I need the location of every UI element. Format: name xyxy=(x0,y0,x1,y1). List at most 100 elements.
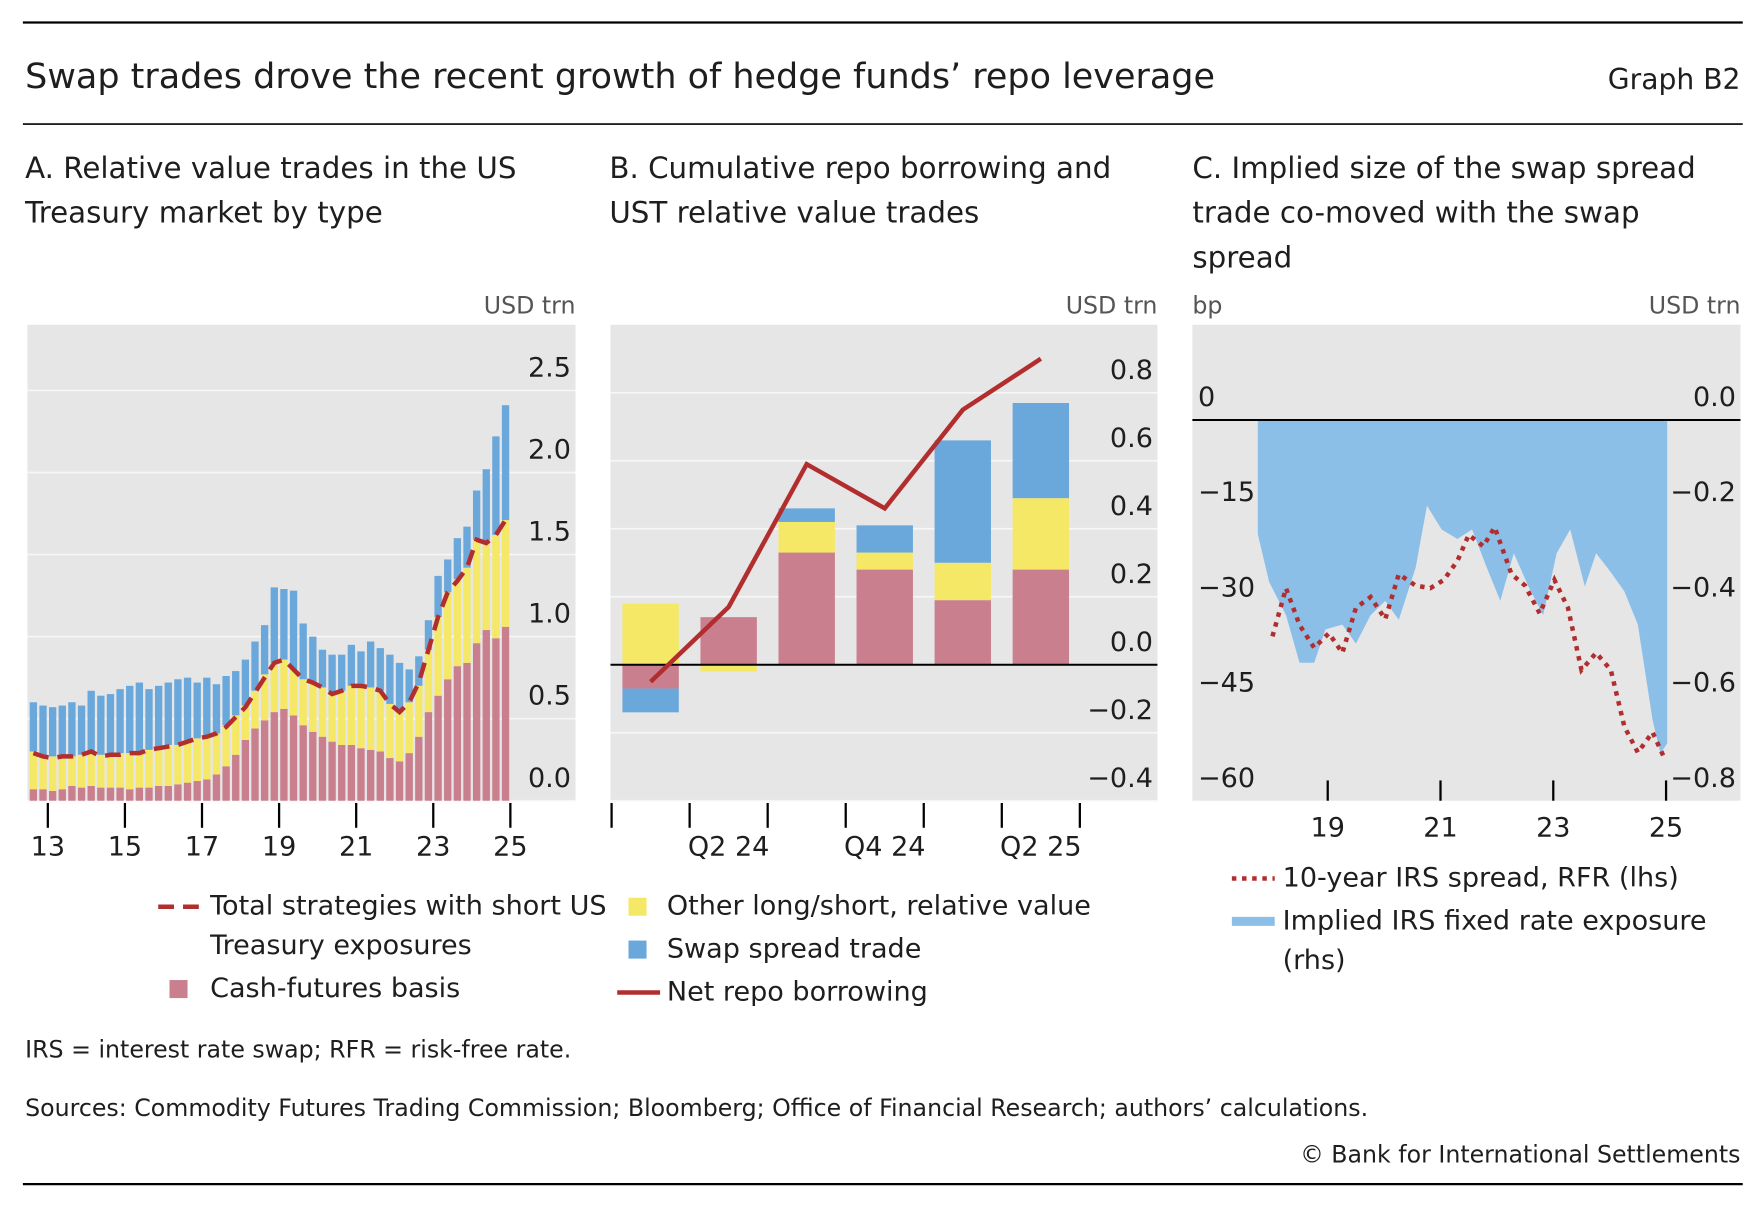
text-line: A. Relative value trades in the US xyxy=(25,151,516,185)
bar-segment xyxy=(87,751,95,786)
bar-segment xyxy=(97,754,105,788)
legend-label: Net repo borrowing xyxy=(667,976,928,1007)
bar-segment xyxy=(251,641,259,691)
y-tick-label: −45 xyxy=(1198,668,1255,699)
bar-segment xyxy=(116,753,124,788)
x-tick-label: 19 xyxy=(1311,812,1345,843)
bar-segment xyxy=(222,675,230,726)
text-line: C. Implied size of the swap spread xyxy=(1192,151,1695,185)
bar-segment xyxy=(386,654,394,704)
bar-segment xyxy=(174,784,182,801)
y-tick-label: −0.4 xyxy=(1087,763,1153,794)
x-tick-label: 21 xyxy=(1423,812,1457,843)
text-line: 10-year IRS spread, RFR (lhs) xyxy=(1283,862,1679,893)
y-tick-label: 1.0 xyxy=(528,599,571,630)
copyright: © Bank for International Settlements xyxy=(1300,1140,1740,1168)
bar-segment xyxy=(376,751,384,801)
y-tick-label: −15 xyxy=(1198,477,1255,508)
bar-segment xyxy=(424,649,433,713)
bar-segment xyxy=(415,656,423,686)
y-tick-label: −30 xyxy=(1198,572,1255,603)
series-line xyxy=(649,356,1043,684)
x-tick-label: 23 xyxy=(1536,812,1570,843)
x-tick-label: Q2 24 xyxy=(688,832,770,863)
text-line: Swap spread trade xyxy=(667,933,922,964)
bar-segment xyxy=(68,785,76,801)
bar-segment xyxy=(395,712,404,762)
bar-segment xyxy=(135,787,144,801)
bar-segment xyxy=(453,666,462,801)
y-tick-label: 0.4 xyxy=(1110,491,1153,522)
bar-segment xyxy=(106,694,115,754)
bar-segment xyxy=(366,641,375,688)
bar-segment xyxy=(29,789,38,801)
bar-segment xyxy=(1012,569,1070,665)
panel-title: C. Implied size of the swap spread trade … xyxy=(1192,151,1695,274)
bar-segment xyxy=(501,626,510,801)
y-tick-label: 0.8 xyxy=(1110,355,1153,386)
bar-segment xyxy=(97,695,105,755)
legend-marker xyxy=(628,897,647,916)
bar-segment xyxy=(222,766,230,801)
bar-segment xyxy=(415,685,423,737)
bar-segment xyxy=(164,744,172,786)
bar-segment xyxy=(270,587,278,663)
footnote: IRS = interest rate swap; RFR = risk-fre… xyxy=(25,1036,571,1064)
bar-segment xyxy=(39,789,47,801)
bar-segment xyxy=(164,682,172,745)
bar-segment xyxy=(48,756,57,791)
bar-segment xyxy=(280,589,288,660)
bar-segment xyxy=(222,725,230,767)
bar-segment xyxy=(453,579,462,667)
bar-segment xyxy=(405,702,413,754)
legend-label: Cash-futures basis xyxy=(210,973,460,1004)
bar-segment xyxy=(68,702,76,757)
bar-segment xyxy=(366,687,375,750)
bar-segment xyxy=(338,690,346,745)
bar-segment xyxy=(395,662,404,713)
y-tick-label: 0.5 xyxy=(528,681,571,712)
y-tick-label: 1.5 xyxy=(528,517,571,548)
bar-segment xyxy=(347,685,356,745)
bar-segment xyxy=(126,753,134,790)
bar-segment xyxy=(164,785,172,801)
y-tick-label: 0.2 xyxy=(1110,559,1153,590)
bar-segment xyxy=(232,671,240,716)
text-line: Net repo borrowing xyxy=(667,976,928,1007)
bar-segment xyxy=(1012,498,1070,570)
bar-segment xyxy=(357,748,365,801)
bar-segment xyxy=(270,712,278,801)
bar-segment xyxy=(347,644,356,686)
bar-segment xyxy=(357,651,365,688)
bar-segment xyxy=(934,562,991,601)
legend-label: Swap spread trade xyxy=(667,933,922,964)
bar-segment xyxy=(106,753,115,788)
y-tick-label: 0.0 xyxy=(1110,627,1153,658)
bar-segment xyxy=(338,744,346,801)
bar-segment xyxy=(193,738,201,782)
bar-segment xyxy=(77,705,86,755)
bar-segment xyxy=(328,741,336,801)
bar-segment xyxy=(193,682,201,739)
y-axis-unit: USD trn xyxy=(484,291,576,319)
bar-segment xyxy=(135,682,144,752)
y-tick-label: 0 xyxy=(1198,382,1215,413)
bar-segment xyxy=(472,490,481,540)
sources: Sources: Commodity Futures Trading Commi… xyxy=(25,1094,1368,1122)
bar-segment xyxy=(232,754,240,801)
y-axis-unit: bp xyxy=(1192,291,1222,319)
bar-segment xyxy=(29,751,38,790)
bar-segment xyxy=(622,603,679,665)
bar-segment xyxy=(434,616,442,696)
bar-segment xyxy=(203,677,211,736)
text-line: trade co-moved with the swap xyxy=(1192,195,1639,229)
bar-segment xyxy=(395,761,404,801)
text-line: Implied IRS fixed rate exposure xyxy=(1283,905,1707,936)
bar-segment xyxy=(232,715,240,755)
bar-segment xyxy=(29,702,38,752)
x-tick-label: 23 xyxy=(416,832,450,863)
bar-segment xyxy=(622,664,679,689)
bar-segment xyxy=(251,728,259,801)
y2-axis-unit: USD trn xyxy=(1649,291,1741,319)
bar-segment xyxy=(444,592,452,680)
